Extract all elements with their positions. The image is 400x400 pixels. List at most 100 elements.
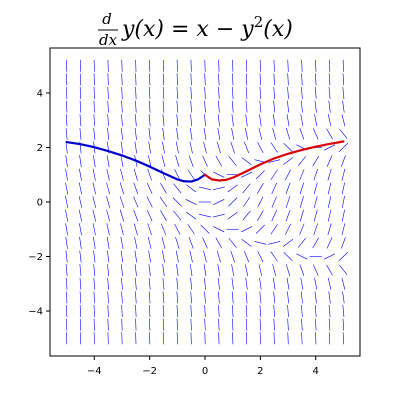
slope-segment xyxy=(148,264,151,277)
slope-segment xyxy=(328,291,331,304)
slope-segment xyxy=(273,59,275,72)
slope-segment xyxy=(255,224,265,234)
slope-segment xyxy=(92,209,96,222)
slope-segment xyxy=(135,305,137,318)
slope-segment xyxy=(227,211,238,220)
slope-segment xyxy=(162,100,165,113)
slope-segment xyxy=(218,100,220,113)
slope-segment xyxy=(212,186,225,191)
slope-segment xyxy=(147,223,152,236)
y-axis-ticks: −4 −2 0 2 4 xyxy=(28,88,50,318)
x-tick-label: 2 xyxy=(257,366,263,377)
slope-segment xyxy=(272,114,276,127)
slope-segment xyxy=(216,250,221,263)
slope-segment xyxy=(313,182,318,195)
slope-segment xyxy=(92,196,97,208)
slope-segment xyxy=(328,318,331,331)
slope-segment xyxy=(273,100,276,113)
slope-segment xyxy=(339,128,348,139)
y-tick-label: 2 xyxy=(37,143,43,154)
slope-segment xyxy=(174,169,181,181)
slope-segment xyxy=(283,252,293,261)
slope-segment xyxy=(299,264,305,276)
slope-field xyxy=(65,59,348,345)
slope-segment xyxy=(190,114,193,127)
slope-segment xyxy=(212,213,225,218)
slope-segment xyxy=(162,86,165,99)
slope-segment xyxy=(218,86,220,99)
slope-segment xyxy=(285,223,292,235)
slope-segment xyxy=(244,127,249,140)
slope-segment xyxy=(79,168,82,181)
slope-segment xyxy=(217,127,221,140)
slope-segment xyxy=(218,291,220,304)
slope-segment xyxy=(314,277,318,290)
slope-segment xyxy=(120,141,124,154)
slope-segment xyxy=(79,127,82,140)
slope-segment xyxy=(338,143,348,152)
slope-segment xyxy=(314,291,317,304)
slope-segment xyxy=(301,86,303,99)
slope-segment xyxy=(175,141,179,154)
slope-segment xyxy=(134,264,137,277)
slope-segment xyxy=(107,250,110,263)
slope-segment xyxy=(272,277,276,290)
slope-segment xyxy=(93,291,95,304)
slope-segment xyxy=(287,305,289,318)
slope-segment xyxy=(254,241,267,245)
slope-segment xyxy=(93,127,96,140)
slope-segment xyxy=(162,250,165,263)
slope-segment xyxy=(227,184,238,193)
slope-segment xyxy=(121,73,123,86)
slope-segment xyxy=(286,277,290,290)
slope-segment xyxy=(135,86,137,99)
slope-segment xyxy=(341,182,345,195)
slope-segment xyxy=(300,291,303,304)
slope-segment xyxy=(93,73,95,86)
slope-segment xyxy=(271,210,277,222)
slope-segment xyxy=(135,100,137,113)
slope-segment xyxy=(231,114,234,127)
slope-segment xyxy=(176,277,179,290)
slope-segment xyxy=(175,237,180,249)
slope-segment xyxy=(299,169,305,181)
slope-segment xyxy=(176,86,178,99)
slope-segment xyxy=(314,114,318,127)
slope-segment xyxy=(259,86,262,99)
slope-segment xyxy=(121,86,123,99)
slope-segment xyxy=(107,291,109,304)
slope-segment xyxy=(202,237,208,249)
slope-segment xyxy=(297,238,306,248)
slope-segment xyxy=(326,237,333,249)
slope-segment xyxy=(240,226,253,233)
slope-segment xyxy=(299,128,305,140)
slope-segment xyxy=(176,127,179,140)
slope-segment xyxy=(204,86,206,99)
slope-segment xyxy=(190,86,192,99)
slope-segment xyxy=(299,196,304,208)
slope-segment xyxy=(232,73,234,86)
slope-segment xyxy=(107,305,109,318)
slope-segment xyxy=(79,305,82,318)
title-tail: (x) xyxy=(263,17,293,42)
slope-segment xyxy=(315,332,317,345)
title-fraction-denominator: dx xyxy=(99,31,118,49)
slope-segment xyxy=(327,277,332,290)
slope-segment xyxy=(65,223,68,236)
slope-segment xyxy=(149,318,151,331)
slope-segment xyxy=(259,100,262,113)
slope-segment xyxy=(258,127,263,140)
slope-segment xyxy=(342,73,345,86)
slope-segment xyxy=(204,100,206,113)
slope-segment xyxy=(65,100,68,113)
title-equation: y(x) = x − y2(x) xyxy=(121,13,293,42)
slope-segment xyxy=(299,182,304,195)
slope-segment xyxy=(79,114,82,127)
slope-segment xyxy=(79,155,82,168)
slope-segment xyxy=(301,332,303,345)
slope-segment xyxy=(147,168,152,181)
slope-segment xyxy=(119,196,125,208)
slope-segment xyxy=(93,236,96,249)
slope-segment xyxy=(92,223,96,236)
